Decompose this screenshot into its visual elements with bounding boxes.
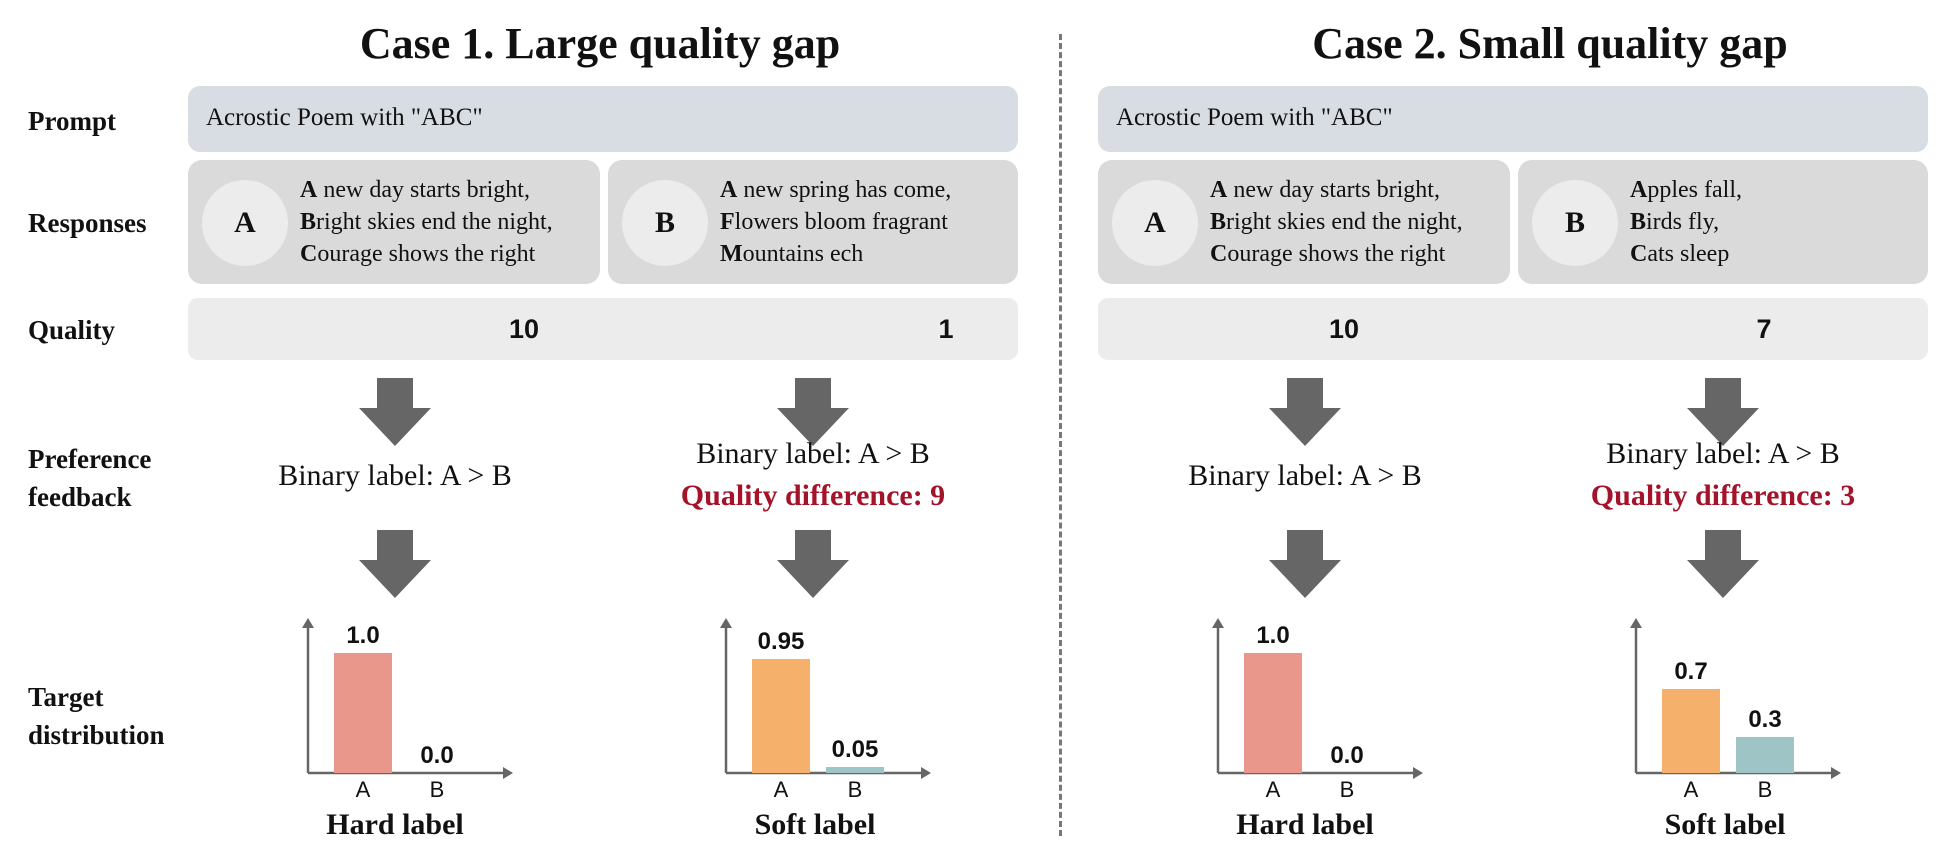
case-2-prompt-box: Acrostic Poem with "ABC": [1098, 86, 1928, 152]
row-label-responses: Responses: [28, 208, 147, 238]
bar-a: [334, 653, 392, 773]
tick-label: B: [1758, 777, 1773, 802]
soft-label-chart: 0.95 A 0.05 B: [720, 618, 931, 802]
down-arrow-icon: [359, 378, 431, 446]
case-2-quality-box: 10 7: [1098, 298, 1928, 360]
y-axis-arrowhead: [1630, 618, 1642, 628]
quality-score-b: 7: [1756, 314, 1772, 344]
case-2-hard-feedback: Binary label: A > B: [1188, 459, 1422, 492]
down-arrow-icon: [777, 378, 849, 446]
x-axis-arrowhead: [1831, 767, 1841, 779]
tick-label: A: [774, 777, 789, 802]
bar-a: [752, 659, 810, 773]
soft-label-chart: 0.7 A 0.3 B: [1630, 618, 1841, 802]
row-label-preference: Preference: [28, 444, 152, 474]
case-2-response-a: A A new day starts bright, Bright skies …: [1098, 160, 1510, 284]
chart-title: Hard label: [1236, 808, 1374, 841]
row-label-distribution: distribution: [28, 720, 165, 750]
row-label-quality: Quality: [28, 315, 116, 345]
chart-title: Hard label: [326, 808, 464, 841]
hard-label-chart: 1.0 A 0.0 B: [1212, 618, 1423, 802]
quality-score-b: 1: [938, 314, 954, 344]
row-label-target: Target: [28, 682, 104, 712]
poem-line: Flowers bloom fragrant: [720, 209, 948, 235]
data-label: 1.0: [1256, 622, 1289, 649]
row-label-prompt: Prompt: [28, 106, 116, 136]
data-label: 0.95: [758, 628, 805, 655]
case-1-hard-feedback: Binary label: A > B: [278, 459, 512, 492]
data-label: 0.7: [1674, 658, 1707, 685]
poem-line: Mountains ech: [720, 241, 864, 267]
tick-label: A: [356, 777, 371, 802]
tick-label: A: [1684, 777, 1699, 802]
bar-a: [1662, 689, 1720, 773]
case-2-prompt-text: Acrostic Poem with "ABC": [1116, 104, 1393, 131]
case-divider: [1059, 34, 1062, 836]
x-axis-arrowhead: [921, 767, 931, 779]
quality-score-a: 10: [508, 314, 540, 344]
response-b-poem: A new spring has come, Flowers bloom fra…: [720, 174, 951, 270]
down-arrow-icon: [1269, 530, 1341, 598]
poem-line: Birds fly,: [1630, 209, 1720, 235]
case-2-soft-feedback: Binary label: A > B: [1606, 437, 1840, 470]
poem-line: Bright skies end the night,: [1210, 209, 1463, 235]
bar-b: [826, 767, 884, 773]
poem-line: A new day starts bright,: [300, 177, 530, 203]
x-axis-arrowhead: [1413, 767, 1423, 779]
response-a-badge: A: [1112, 180, 1198, 266]
response-b-poem: Apples fall, Birds fly, Cats sleep: [1630, 174, 1742, 270]
tick-label: A: [1266, 777, 1281, 802]
case-1-response-b: B A new spring has come, Flowers bloom f…: [608, 160, 1018, 284]
response-a-poem: A new day starts bright, Bright skies en…: [300, 174, 553, 270]
chart-title: Soft label: [754, 808, 876, 841]
case-2-title: Case 2. Small quality gap: [1312, 19, 1788, 68]
down-arrow-icon: [1687, 530, 1759, 598]
y-axis-arrowhead: [1212, 618, 1224, 628]
data-label: 0.05: [832, 736, 879, 763]
quality-score-a: 10: [1328, 314, 1360, 344]
poem-line: Cats sleep: [1630, 241, 1730, 267]
data-label: 0.0: [1330, 742, 1363, 769]
case-1-quality-difference: Quality difference: 9: [680, 479, 946, 512]
data-label: 0.3: [1748, 706, 1781, 733]
y-axis-arrowhead: [720, 618, 732, 628]
x-axis-arrowhead: [503, 767, 513, 779]
bar-a: [1244, 653, 1302, 773]
case-1-prompt-box: Acrostic Poem with "ABC": [188, 86, 1018, 152]
poem-line: Apples fall,: [1630, 177, 1742, 203]
case-1-prompt-text: Acrostic Poem with "ABC": [206, 104, 483, 131]
tick-label: B: [848, 777, 863, 802]
y-axis-arrowhead: [302, 618, 314, 628]
poem-line: Courage shows the right: [1210, 241, 1446, 267]
down-arrow-icon: [777, 530, 849, 598]
bar-b: [1736, 737, 1794, 773]
chart-title: Soft label: [1664, 808, 1786, 841]
poem-line: Bright skies end the night,: [300, 209, 553, 235]
case-1-response-a: A A new day starts bright, Bright skies …: [188, 160, 600, 284]
case-1-soft-feedback: Binary label: A > B: [696, 437, 930, 470]
response-b-badge: B: [622, 180, 708, 266]
data-label: 0.0: [420, 742, 453, 769]
down-arrow-icon: [359, 530, 431, 598]
case-2-quality-difference: Quality difference: 3: [1590, 479, 1856, 512]
case-2-response-b: B Apples fall, Birds fly, Cats sleep: [1518, 160, 1928, 284]
hard-label-chart: 1.0 A 0.0 B: [302, 618, 513, 802]
poem-line: Courage shows the right: [300, 241, 536, 267]
case-1-quality-box: 10 1: [188, 298, 1018, 360]
row-label-feedback: feedback: [28, 482, 132, 512]
response-a-poem: A new day starts bright, Bright skies en…: [1210, 174, 1463, 270]
tick-label: B: [430, 777, 445, 802]
case-1-title: Case 1. Large quality gap: [359, 19, 841, 68]
tick-label: B: [1340, 777, 1355, 802]
poem-line: A new day starts bright,: [1210, 177, 1440, 203]
down-arrow-icon: [1687, 378, 1759, 446]
down-arrow-icon: [1269, 378, 1341, 446]
poem-line: A new spring has come,: [720, 177, 952, 203]
response-a-badge: A: [202, 180, 288, 266]
response-b-badge: B: [1532, 180, 1618, 266]
data-label: 1.0: [346, 622, 379, 649]
